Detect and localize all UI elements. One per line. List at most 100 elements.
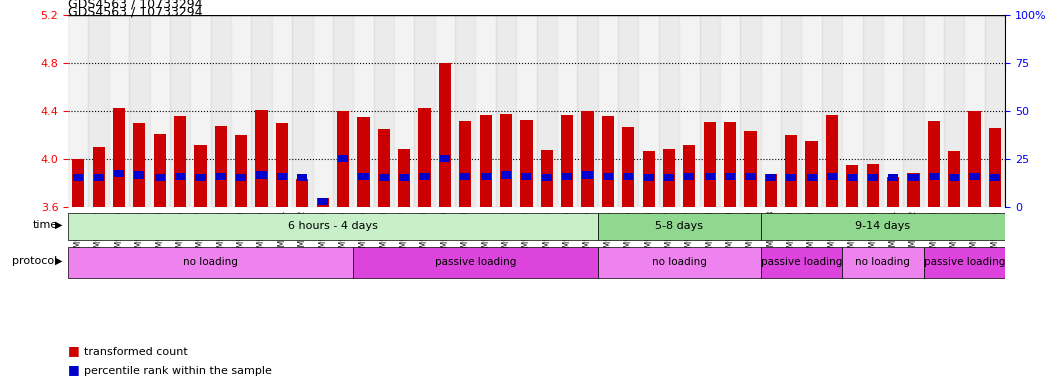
Bar: [867, 164, 878, 207]
Bar: [659, 15, 680, 207]
Text: no loading: no loading: [855, 257, 910, 267]
Text: passive loading: passive loading: [761, 257, 842, 267]
Bar: [475, 15, 496, 207]
FancyBboxPatch shape: [353, 248, 598, 278]
Bar: [847, 174, 857, 181]
Bar: [582, 171, 593, 179]
Bar: [481, 172, 491, 180]
Text: ■: ■: [68, 344, 80, 357]
Bar: [480, 115, 492, 207]
FancyBboxPatch shape: [598, 213, 761, 240]
Bar: [292, 15, 312, 207]
Bar: [398, 149, 410, 207]
Bar: [643, 151, 654, 207]
FancyBboxPatch shape: [761, 213, 1005, 240]
Bar: [68, 15, 88, 207]
Bar: [215, 126, 227, 207]
FancyBboxPatch shape: [68, 248, 353, 278]
Bar: [801, 15, 822, 207]
Bar: [316, 198, 329, 207]
Text: GDS4563 / 10733294: GDS4563 / 10733294: [68, 6, 202, 19]
Bar: [744, 131, 757, 207]
Bar: [699, 15, 720, 207]
Bar: [988, 128, 1001, 207]
Bar: [399, 174, 409, 181]
Bar: [357, 118, 370, 207]
Bar: [272, 15, 292, 207]
Bar: [93, 174, 104, 181]
Bar: [704, 122, 716, 207]
Bar: [237, 174, 246, 181]
Bar: [644, 174, 653, 181]
Bar: [685, 172, 694, 180]
FancyBboxPatch shape: [761, 248, 842, 278]
Bar: [415, 15, 435, 207]
FancyBboxPatch shape: [842, 248, 923, 278]
Bar: [908, 172, 919, 207]
Bar: [781, 15, 801, 207]
Text: percentile rank within the sample: percentile rank within the sample: [84, 366, 271, 376]
Bar: [496, 15, 516, 207]
Bar: [129, 15, 150, 207]
Bar: [439, 63, 451, 207]
Bar: [196, 174, 205, 181]
Bar: [276, 172, 287, 180]
Bar: [639, 15, 659, 207]
Bar: [461, 172, 470, 180]
Bar: [155, 174, 164, 181]
Bar: [863, 15, 883, 207]
Bar: [663, 149, 675, 207]
Bar: [705, 172, 715, 180]
Bar: [378, 129, 389, 207]
Bar: [216, 172, 226, 180]
Text: no loading: no loading: [651, 257, 707, 267]
Bar: [520, 120, 533, 207]
Text: 9-14 days: 9-14 days: [855, 220, 911, 231]
Bar: [888, 174, 898, 181]
Bar: [765, 174, 776, 181]
Bar: [720, 15, 740, 207]
FancyBboxPatch shape: [598, 248, 761, 278]
Bar: [420, 172, 429, 180]
Bar: [725, 122, 736, 207]
Bar: [337, 111, 350, 207]
Bar: [133, 123, 146, 207]
Bar: [887, 177, 899, 207]
Bar: [785, 136, 798, 207]
Bar: [257, 171, 267, 179]
Bar: [541, 174, 552, 181]
Bar: [317, 198, 328, 205]
Bar: [236, 136, 247, 207]
Text: transformed count: transformed count: [84, 347, 187, 357]
Bar: [842, 15, 863, 207]
Text: time: time: [32, 220, 58, 230]
Bar: [251, 15, 272, 207]
Bar: [374, 15, 394, 207]
Bar: [764, 174, 777, 207]
Text: GDS4563 / 10733294: GDS4563 / 10733294: [68, 0, 202, 10]
Bar: [603, 172, 612, 180]
Bar: [134, 171, 144, 179]
Bar: [419, 108, 430, 207]
Bar: [740, 15, 761, 207]
Bar: [379, 174, 388, 181]
Bar: [923, 15, 944, 207]
Bar: [827, 172, 837, 180]
Bar: [680, 15, 699, 207]
Bar: [150, 15, 170, 207]
Bar: [725, 172, 735, 180]
Bar: [455, 15, 475, 207]
Bar: [296, 179, 309, 207]
Bar: [985, 15, 1005, 207]
Bar: [745, 172, 756, 180]
Bar: [73, 174, 84, 181]
Bar: [944, 15, 964, 207]
Bar: [275, 123, 288, 207]
Bar: [581, 111, 594, 207]
Bar: [618, 15, 639, 207]
Bar: [255, 110, 268, 207]
Bar: [761, 15, 781, 207]
Text: 6 hours - 4 days: 6 hours - 4 days: [288, 220, 378, 231]
Text: ▶: ▶: [55, 256, 63, 266]
Text: 5-8 days: 5-8 days: [655, 220, 704, 231]
